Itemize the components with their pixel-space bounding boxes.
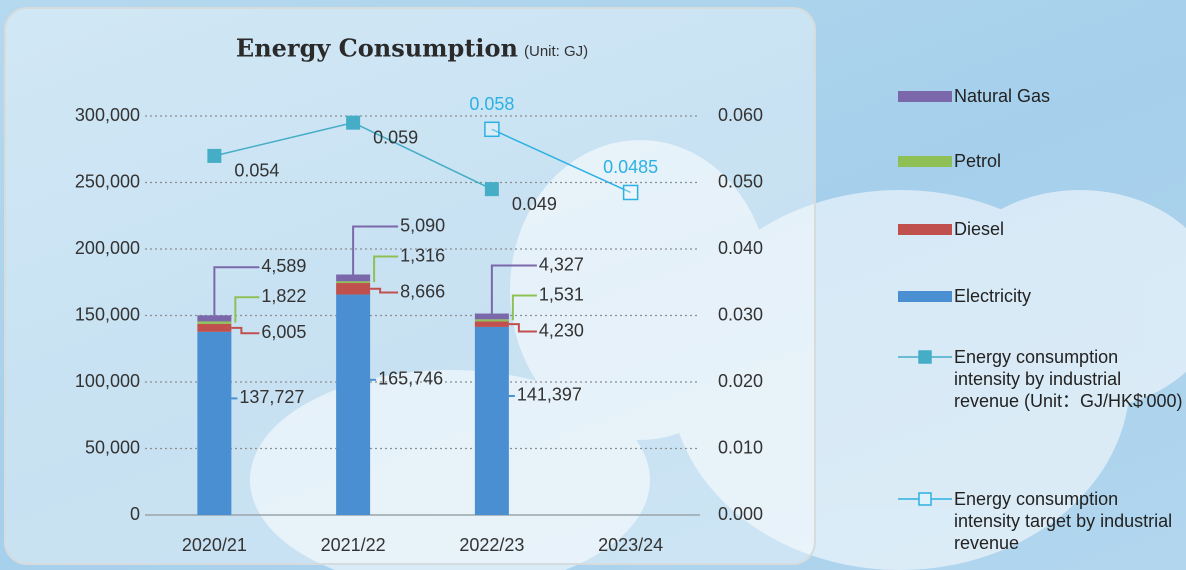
leader-line [231,326,260,335]
legend-label: Diesel [954,219,1005,239]
legend-label: Natural Gas [954,86,1051,106]
legend-label: Energy consumption intensity target by i… [954,489,1173,553]
data-label: 1,822 [261,286,306,306]
legend-label: Petrol [954,151,1002,171]
data-label: 6,005 [261,322,306,342]
legend-swatch [898,492,952,506]
data-label: 5,090 [400,215,445,235]
legend-item: Diesel [898,218,1186,240]
x-tick-label: 2023/24 [598,535,663,555]
y-tick-label: 0 [130,504,140,524]
legend-item: Petrol [898,150,1186,172]
legend-swatch [898,91,952,102]
data-label: 1,316 [400,245,445,265]
y-tick-label: 250,000 [75,171,140,191]
data-label: 0.054 [234,161,279,181]
data-label: 4,230 [539,320,584,340]
x-tick-label: 2020/21 [182,535,247,555]
legend-label: Energy consumption intensity by industri… [954,347,1183,411]
data-label: 0.049 [512,194,557,214]
line [491,128,631,194]
data-label: 1,531 [539,284,584,304]
leader-line [234,296,260,323]
bar-segment [474,319,509,322]
bar-segment [197,315,232,322]
legend-label: Electricity [954,286,1032,306]
bar-segment [474,326,509,515]
data-label: 137,727 [239,387,304,407]
bar-segment [197,321,232,324]
swatch-marker [918,492,932,506]
legend-item: Electricity [898,285,1186,307]
bar-segment [474,321,509,327]
leader-line [373,255,399,283]
bar-segment [336,274,371,282]
line-marker [484,182,499,197]
swatch-marker [918,350,932,364]
bar-segment [197,331,232,515]
line-marker [484,121,500,138]
bar-segment [474,313,509,320]
y-tick-label: 150,000 [75,304,140,324]
leader-line [511,294,537,321]
line-marker [346,115,361,130]
legend-item: Energy consumption intensity by industri… [898,346,1186,412]
swatch [898,156,952,167]
line-marker [622,184,639,201]
leader-line [213,266,260,316]
bar-segment [197,323,232,332]
y-tick-label: 50,000 [85,437,140,457]
legend-swatch [898,156,952,167]
bar-segment [336,281,371,284]
y2-tick-label: 0.000 [718,504,763,524]
x-tick-label: 2021/22 [321,535,386,555]
data-label: 0.059 [373,127,418,147]
data-label: 8,666 [400,281,445,301]
chart-title: Energy Consumption [236,34,518,63]
chart-subtitle: (Unit: GJ) [524,43,588,60]
bar-segment [336,294,371,515]
y-tick-label: 300,000 [75,105,140,125]
leader-line [508,323,537,333]
y2-tick-label: 0.050 [718,171,763,191]
swatch [898,224,952,235]
swatch [898,291,952,302]
legend-item: Energy consumption intensity target by i… [898,488,1186,554]
y2-tick-label: 0.040 [718,238,763,258]
y2-tick-label: 0.020 [718,371,763,391]
legend-swatch [898,291,952,302]
data-label: 0.0485 [603,157,658,177]
swatch [898,91,952,102]
y2-tick-label: 0.010 [718,437,763,457]
data-label: 165,746 [378,369,443,389]
leader-line [490,264,537,314]
legend-swatch [898,350,952,364]
y-tick-label: 100,000 [75,371,140,391]
data-label: 0.058 [469,94,514,114]
bar-segment [336,283,371,295]
data-label: 141,397 [517,385,582,405]
legend-swatch [898,224,952,235]
data-label: 4,327 [539,254,584,274]
leader-line [352,225,399,275]
x-tick-label: 2022/23 [459,535,524,555]
line-marker [207,148,222,163]
y2-tick-label: 0.060 [718,105,763,125]
leader-line [370,287,399,294]
y2-tick-label: 0.030 [718,304,763,324]
legend-item: Natural Gas [898,85,1186,107]
y-tick-label: 200,000 [75,238,140,258]
data-label: 4,589 [261,256,306,276]
